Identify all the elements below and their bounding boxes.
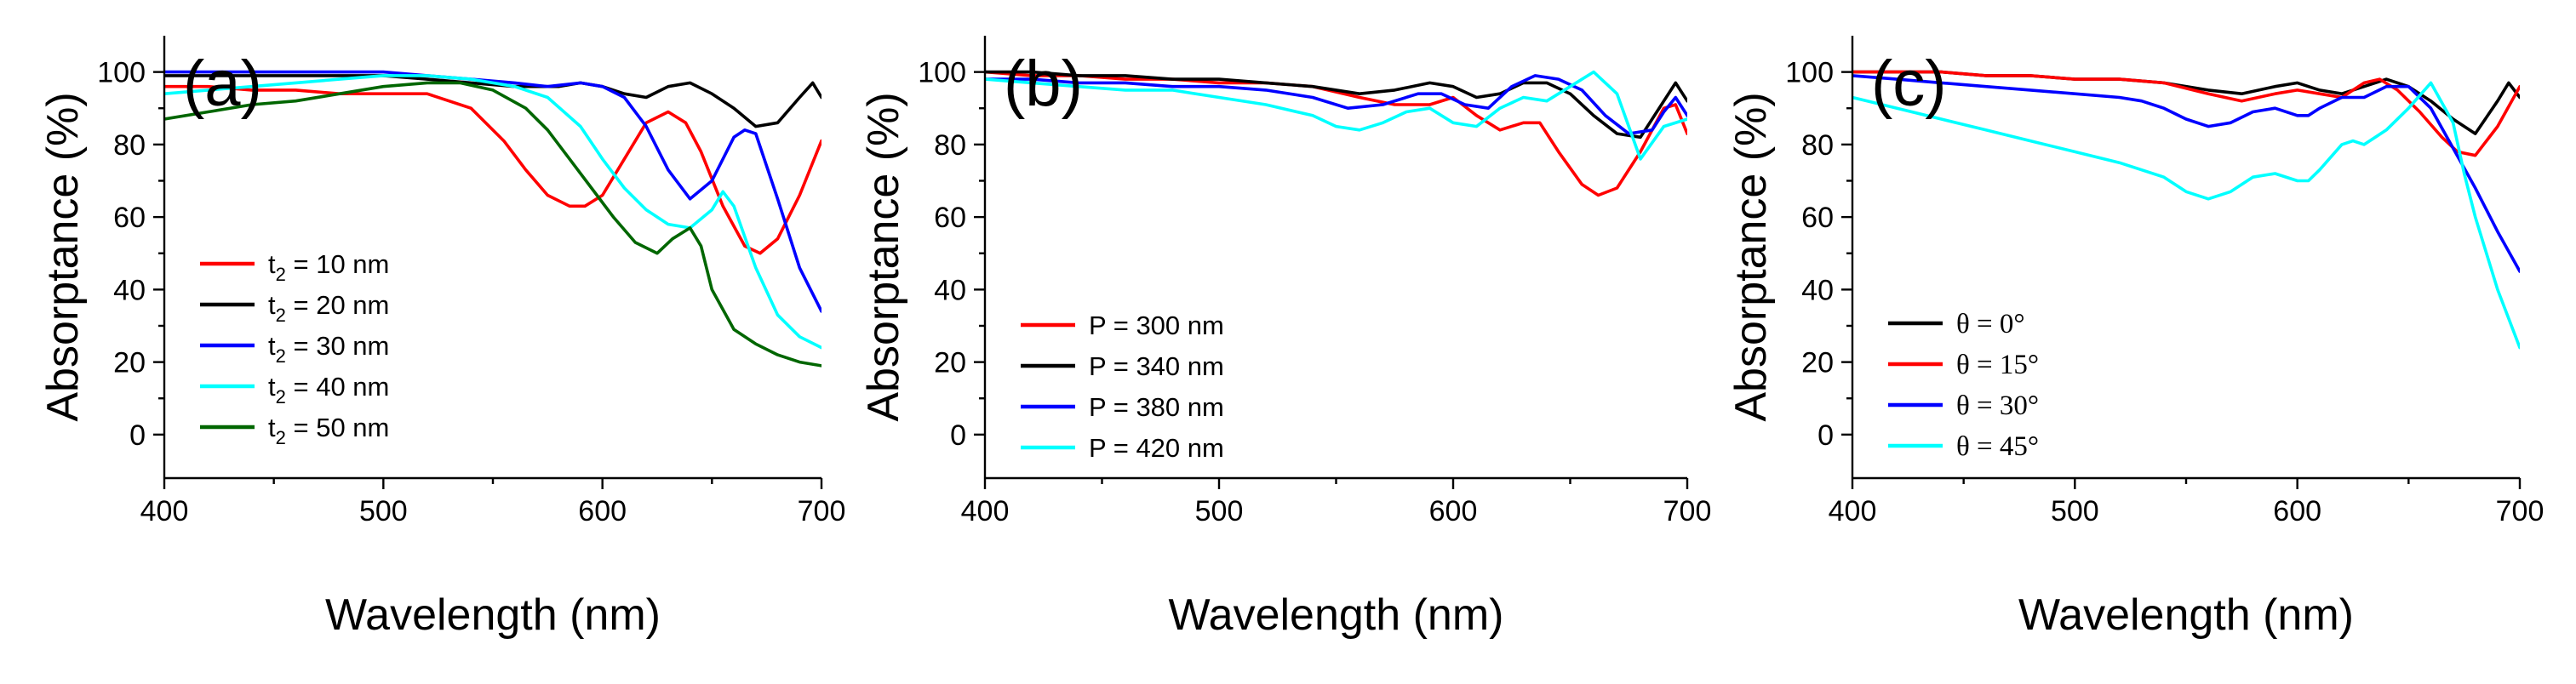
- x-tick-label: 400: [1829, 495, 1877, 527]
- legend-label: θ = 30°: [1956, 390, 2039, 421]
- y-tick-label: 100: [918, 57, 966, 89]
- y-tick-label: 100: [97, 57, 146, 89]
- series-line-2: [985, 70, 1687, 140]
- legend-label: t2 = 10 nm: [268, 249, 389, 285]
- series-line-2: [1852, 70, 2520, 157]
- legend-label: P = 300 nm: [1089, 311, 1224, 340]
- y-tick-label: 80: [113, 129, 146, 162]
- x-tick-label: 600: [2273, 495, 2321, 527]
- y-tick-label: 100: [1785, 57, 1834, 89]
- series-line-1: [164, 84, 821, 255]
- series-group: [164, 70, 821, 368]
- y-tick-label: 60: [113, 202, 146, 234]
- panel-b: 400 500 600 700 0 20 40 60 80 100 Wavelength (nm) A…: [859, 36, 1711, 640]
- y-axis-title: Absorptance (%): [1726, 92, 1776, 421]
- series-line-4: [164, 74, 821, 350]
- series-line-5: [164, 81, 821, 368]
- y-tick-label: 80: [1801, 129, 1834, 162]
- y-tick-label: 60: [1801, 202, 1834, 234]
- x-tick-label: 600: [1429, 495, 1478, 527]
- series-line-3: [1852, 74, 2520, 273]
- legend-label: θ = 0°: [1956, 309, 2025, 339]
- legend: t2 = 10 nm t2 = 20 nm t2 = 30 nm t2 = 40 nm…: [200, 249, 389, 448]
- panel-label: (a): [183, 48, 262, 120]
- legend: P = 300 nm P = 340 nm P = 380 nm P = 420 nm: [1021, 311, 1224, 463]
- x-tick-label: 600: [578, 495, 627, 527]
- legend-label: θ = 15°: [1956, 350, 2039, 380]
- y-tick-label: 20: [1801, 347, 1834, 379]
- y-tick-label: 80: [934, 129, 966, 162]
- series-line-4: [985, 70, 1687, 161]
- legend-label: P = 340 nm: [1089, 351, 1224, 381]
- legend: θ = 0° θ = 15° θ = 30° θ = 45°: [1888, 309, 2039, 462]
- series-group: [1852, 70, 2520, 350]
- y-tick-label: 60: [934, 202, 966, 234]
- panel-label: (c): [1871, 48, 1947, 120]
- y-tick-label: 40: [113, 274, 146, 306]
- y-axis-title: Absorptance (%): [38, 92, 88, 421]
- y-tick-label: 20: [113, 347, 146, 379]
- legend-label: t2 = 50 nm: [268, 413, 389, 448]
- y-tick-label: 0: [129, 419, 146, 452]
- x-axis-title: Wavelength (nm): [1169, 590, 1504, 640]
- panel-a: 400 500 600 700 0 20 40 60 80 100 Wavelength (nm) A…: [38, 36, 845, 640]
- y-tick-label: 40: [1801, 274, 1834, 306]
- x-tick-label: 500: [359, 495, 408, 527]
- panel-label: (b): [1004, 48, 1083, 120]
- y-tick-label: 0: [1818, 419, 1834, 452]
- legend-label: P = 380 nm: [1089, 392, 1224, 422]
- y-tick-label: 0: [950, 419, 966, 452]
- series-group: [985, 70, 1687, 197]
- x-tick-label: 400: [961, 495, 1010, 527]
- y-tick-label: 20: [934, 347, 966, 379]
- legend-label: P = 420 nm: [1089, 433, 1224, 463]
- series-line-3: [164, 70, 821, 313]
- legend-label: t2 = 20 nm: [268, 290, 389, 326]
- x-tick-label: 700: [798, 495, 846, 527]
- x-axis-title: Wavelength (nm): [325, 590, 661, 640]
- series-line-4: [1852, 81, 2520, 350]
- y-tick-label: 40: [934, 274, 966, 306]
- x-tick-label: 400: [140, 495, 189, 527]
- x-tick-label: 700: [1663, 495, 1712, 527]
- legend-label: t2 = 30 nm: [268, 331, 389, 367]
- x-tick-label: 500: [1195, 495, 1244, 527]
- y-axis-title: Absorptance (%): [859, 92, 908, 421]
- x-tick-label: 500: [2051, 495, 2099, 527]
- panel-c: 400 500 600 700 0 20 40 60 80 100 Wavelength (nm) A…: [1726, 36, 2544, 640]
- x-axis-title: Wavelength (nm): [2018, 590, 2354, 640]
- series-line-1: [1852, 70, 2520, 135]
- legend-label: θ = 45°: [1956, 431, 2039, 462]
- x-tick-label: 700: [2496, 495, 2545, 527]
- legend-label: t2 = 40 nm: [268, 372, 389, 408]
